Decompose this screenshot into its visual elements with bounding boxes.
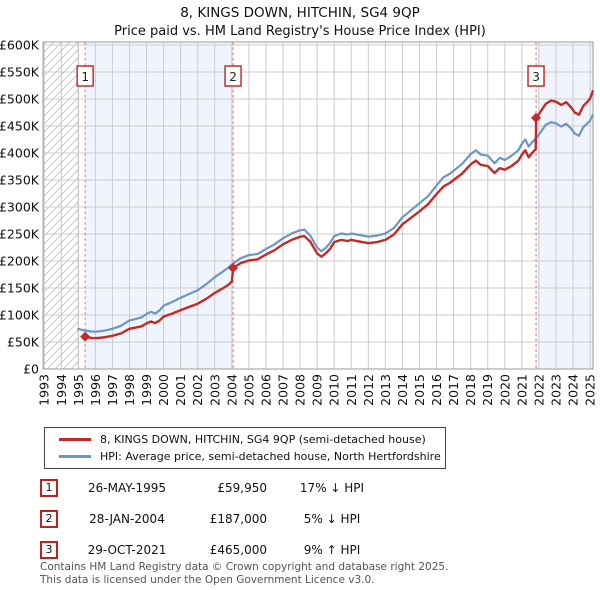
x-tick-label: 2013: [378, 374, 393, 406]
x-tick-label: 2010: [327, 374, 342, 406]
price_paid-line: [83, 90, 594, 340]
x-tick-label: 2006: [258, 374, 273, 406]
sale-marker-box: [527, 65, 545, 87]
x-tick-label: 2004: [224, 374, 239, 406]
sale-price: £59,950: [217, 480, 267, 495]
price-chart: 1 2 3 £0 £50K £100K £150K £200K £250K £300K £350K £…: [0, 38, 598, 406]
x-tick-label: 1998: [122, 374, 137, 406]
chart-titles: 8, KINGS DOWN, HITCHIN, SG4 9QP Price pa…: [0, 0, 600, 39]
sale-number-badge: 1: [40, 478, 58, 497]
x-tick-label: 2018: [463, 374, 478, 406]
no-data-hatch-region: [43, 42, 79, 369]
x-tick-label: 1995: [71, 374, 86, 406]
footer-line-1: Contains HM Land Registry data © Crown c…: [40, 561, 449, 573]
table-row: 2 28-JAN-2004 £187,000 5% ↓ HPI: [40, 503, 397, 534]
x-tick-label: 2001: [173, 374, 188, 406]
y-tick-label: £350K: [0, 173, 40, 188]
sale-number-badge: 3: [40, 540, 58, 559]
y-tick-label: £300K: [0, 200, 40, 215]
y-tick-label: £600K: [0, 38, 40, 53]
sale-hpi-diff: 17% ↓ HPI: [299, 480, 365, 495]
sale-marker-number: 3: [532, 70, 540, 84]
sale-diamond: [80, 331, 91, 342]
hpi-line: [77, 114, 594, 333]
x-tick-label: 2005: [241, 374, 256, 406]
x-tick-label: 2022: [531, 374, 546, 406]
x-tick-label: 2023: [548, 374, 563, 406]
table-row: 1 26-MAY-1995 £59,950 17% ↓ HPI: [40, 472, 397, 503]
x-tick-label: 2003: [207, 374, 222, 406]
footer-line-2: This data is licensed under the Open Gov…: [40, 574, 375, 586]
x-tick-label: 2011: [344, 374, 359, 406]
y-tick-label: £550K: [0, 65, 40, 80]
x-tick-label: 1996: [88, 374, 103, 406]
sale-marker-box: [76, 65, 94, 87]
x-tick-label: 2020: [497, 374, 512, 406]
y-tick-label: £400K: [0, 146, 40, 161]
sale-diamond: [228, 263, 239, 274]
license-footer: Contains HM Land Registry data © Crown c…: [40, 561, 448, 587]
x-tick-label: 2025: [583, 374, 598, 406]
sale-diamond: [531, 112, 542, 123]
x-tick-label: 1999: [139, 374, 154, 406]
x-tick-label: 1993: [37, 374, 52, 406]
x-tick-label: 2016: [429, 374, 444, 406]
x-tick-label: 2015: [412, 374, 427, 406]
sale-number-badge: 2: [40, 509, 58, 528]
sale-marker-number: 2: [229, 70, 237, 84]
sale-date: 26-MAY-1995: [87, 480, 166, 495]
legend-label-price-paid: 8, KINGS DOWN, HITCHIN, SG4 9QP (semi-de…: [100, 433, 426, 446]
legend-label-hpi: HPI: Average price, semi-detached house,…: [100, 450, 441, 463]
x-tick-label: 2021: [514, 374, 529, 406]
sale-date: 28-JAN-2004: [89, 511, 165, 526]
x-tick-label: 1997: [105, 374, 120, 406]
chart-legend: 8, KINGS DOWN, HITCHIN, SG4 9QP (semi-de…: [44, 427, 446, 469]
x-tick-label: 2007: [276, 374, 291, 406]
sales-table: 1 26-MAY-1995 £59,950 17% ↓ HPI 2 28-JAN…: [40, 472, 397, 565]
x-tick-label: 2012: [361, 374, 376, 406]
y-tick-label: £500K: [0, 92, 40, 107]
sale-date: 29-OCT-2021: [87, 542, 167, 557]
legend-row-price-paid: 8, KINGS DOWN, HITCHIN, SG4 9QP (semi-de…: [55, 431, 445, 448]
x-tick-label: 2017: [446, 374, 461, 406]
x-tick-label: 1994: [54, 374, 69, 406]
sale-marker-box: [224, 65, 242, 87]
table-row: 3 29-OCT-2021 £465,000 9% ↑ HPI: [40, 534, 397, 565]
sale-price: £465,000: [209, 542, 267, 557]
plot-area: 1 2 3 £0 £50K £100K £150K £200K £250K £300K £350K £…: [0, 38, 598, 406]
y-tick-label: £150K: [0, 281, 40, 296]
y-tick-label: £0: [23, 362, 39, 377]
page-subtitle: Price paid vs. HM Land Registry's House …: [114, 24, 486, 39]
ownership-shading: [536, 42, 593, 369]
sale-marker-number: 1: [81, 70, 89, 84]
y-tick-label: £200K: [0, 254, 40, 269]
x-tick-label: 2019: [480, 374, 495, 406]
sale-hpi-diff: 5% ↓ HPI: [303, 511, 361, 526]
legend-row-hpi: HPI: Average price, semi-detached house,…: [55, 448, 445, 465]
hpi-line-swatch: [59, 455, 91, 458]
y-tick-label: £50K: [7, 335, 40, 350]
sale-hpi-diff: 9% ↑ HPI: [303, 542, 361, 557]
y-tick-label: £100K: [0, 308, 40, 323]
x-tick-label: 2014: [395, 374, 410, 406]
price-paid-line-swatch: [59, 438, 91, 441]
x-tick-label: 2024: [566, 374, 581, 406]
x-tick-label: 2000: [156, 374, 171, 406]
sale-price: £187,000: [209, 511, 267, 526]
x-tick-label: 2008: [293, 374, 308, 406]
x-tick-label: 2009: [310, 374, 325, 406]
y-tick-label: £450K: [0, 119, 40, 134]
y-tick-label: £250K: [0, 227, 40, 242]
page-title: 8, KINGS DOWN, HITCHIN, SG4 9QP: [180, 5, 420, 21]
plot-border: [42, 41, 594, 370]
x-tick-label: 2002: [190, 374, 205, 406]
